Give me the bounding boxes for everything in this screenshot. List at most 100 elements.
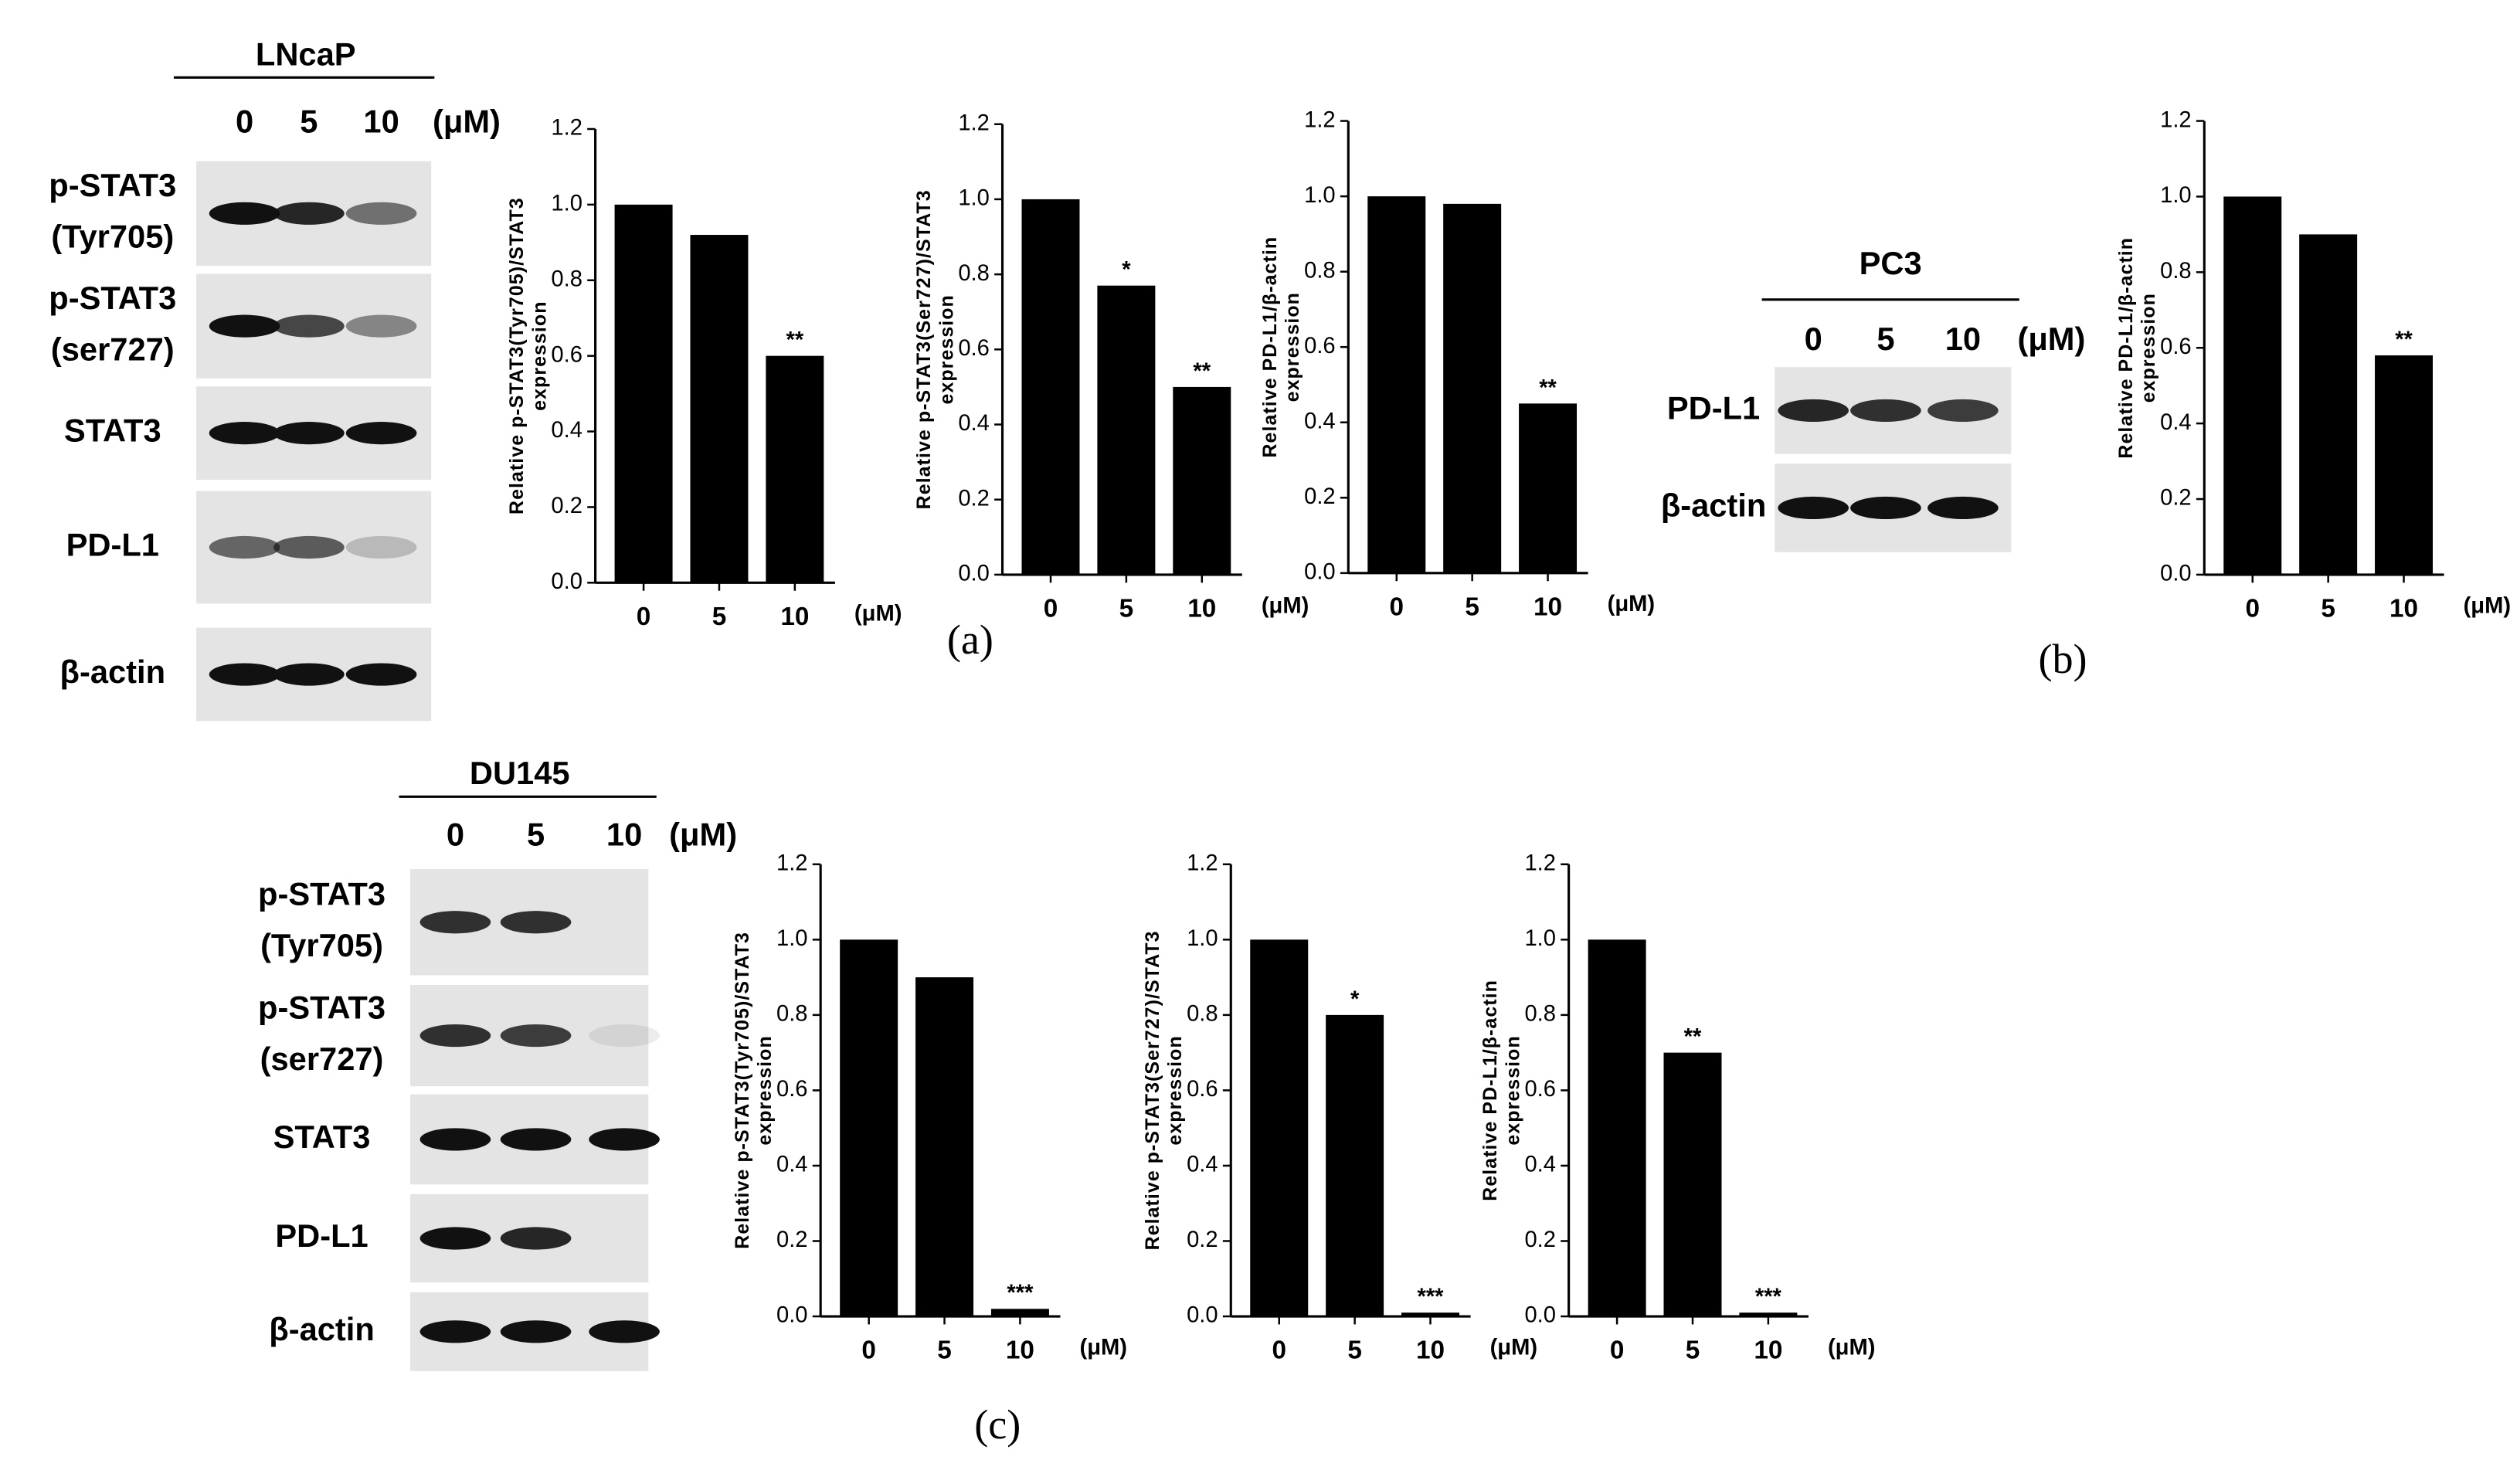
blot-band	[273, 663, 345, 686]
blot-band	[273, 314, 345, 338]
y-tick-label: 0.2	[1304, 484, 1336, 509]
blot-band	[500, 1128, 572, 1151]
y-tick-label: 1.0	[1304, 183, 1336, 208]
y-axis-label: Relative p-STAT3(Ser727)/STAT3	[1142, 930, 1163, 1250]
y-tick-label: 0.0	[551, 569, 582, 594]
significance-label: ***	[1007, 1281, 1034, 1306]
blot-band	[500, 1227, 572, 1250]
blot-band	[589, 1320, 660, 1343]
y-axis-label: Relative p-STAT3(Tyr705)/STAT3	[506, 197, 528, 514]
x-tick-label: 5	[937, 1336, 952, 1365]
lane-label: 5	[1877, 321, 1894, 357]
protein-label: p-STAT3	[49, 280, 176, 316]
blot-band	[589, 1024, 660, 1048]
y-axis-label: expression	[528, 301, 550, 410]
protein-label: PD-L1	[1667, 389, 1760, 426]
protein-label: STAT3	[64, 413, 161, 449]
y-tick-label: 0.2	[776, 1228, 808, 1252]
protein-label: p-STAT3	[258, 989, 386, 1025]
x-tick-label: 10	[2389, 595, 2418, 623]
blot-band	[209, 535, 280, 559]
significance-label: ***	[1417, 1285, 1444, 1309]
blot-band	[419, 1227, 491, 1250]
y-tick-label: 0.4	[1524, 1153, 1556, 1177]
y-axis-label: expression	[1282, 292, 1303, 402]
significance-label: *	[1122, 258, 1131, 283]
x-tick-label: 0	[1390, 593, 1404, 621]
blot-band	[1778, 399, 1849, 423]
y-axis-label: Relative p-STAT3(Ser727)/STAT3	[913, 189, 935, 509]
y-axis-label: expression	[936, 294, 957, 404]
y-tick-label: 0.0	[2160, 562, 2192, 586]
lane-label: 10	[606, 816, 642, 852]
protein-label: β-actin	[60, 654, 165, 690]
blot-band	[345, 663, 417, 686]
protein-label: (ser727)	[51, 331, 175, 367]
y-tick-label: 1.2	[1524, 851, 1556, 875]
bar	[2375, 355, 2434, 575]
bar	[2299, 234, 2358, 575]
x-tick-label: 0	[1610, 1336, 1625, 1365]
bar	[1326, 1014, 1384, 1317]
y-tick-label: 0.0	[1187, 1303, 1218, 1328]
blot-band	[1850, 399, 1921, 423]
protein-label: (Tyr705)	[260, 927, 383, 963]
x-tick-label: 10	[1534, 593, 1562, 621]
x-tick-label: 10	[1187, 595, 1216, 623]
y-tick-label: 0.4	[1304, 409, 1336, 433]
blot-band	[419, 911, 491, 934]
y-tick-label: 1.2	[1187, 851, 1218, 875]
y-tick-label: 0.6	[958, 336, 990, 361]
significance-label: **	[1539, 375, 1557, 400]
bar	[1443, 203, 1502, 573]
y-tick-label: 1.2	[958, 110, 990, 135]
y-tick-label: 0.6	[776, 1077, 808, 1102]
y-tick-label: 1.0	[2160, 183, 2192, 208]
significance-label: **	[1684, 1025, 1702, 1050]
x-tick-label: 5	[1119, 595, 1134, 623]
bar	[1173, 386, 1231, 575]
lane-label: 0	[1805, 321, 1822, 357]
blot-band	[1778, 496, 1849, 520]
significance-label: **	[2395, 328, 2413, 352]
lane-unit: (μM)	[669, 816, 737, 852]
protein-label: (ser727)	[260, 1041, 384, 1077]
y-axis-label: expression	[2138, 293, 2159, 402]
x-tick-label: 0	[637, 603, 651, 631]
y-tick-label: 0.4	[958, 411, 990, 436]
blot-band	[209, 314, 280, 338]
panel-label: (b)	[2038, 636, 2087, 682]
x-unit: (μM)	[1490, 1335, 1538, 1360]
bar	[1401, 1313, 1460, 1317]
protein-label: (Tyr705)	[51, 219, 174, 255]
y-tick-label: 0.4	[776, 1153, 808, 1177]
lane-label: 0	[447, 816, 464, 852]
x-tick-label: 10	[1754, 1336, 1782, 1365]
x-tick-label: 10	[1416, 1336, 1445, 1365]
y-tick-label: 0.2	[551, 494, 582, 518]
protein-label: STAT3	[273, 1119, 371, 1155]
y-tick-label: 0.0	[958, 562, 990, 586]
lane-label: 0	[236, 104, 253, 140]
blot-band	[345, 202, 417, 225]
x-unit: (μM)	[1262, 593, 1309, 618]
y-tick-label: 0.6	[1304, 334, 1336, 358]
y-tick-label: 1.2	[551, 116, 582, 141]
panel-label: (c)	[974, 1401, 1021, 1448]
cell-line-title: DU145	[470, 755, 570, 791]
blot-band	[419, 1128, 491, 1151]
y-tick-label: 1.2	[2160, 107, 2192, 132]
x-tick-label: 0	[861, 1336, 876, 1365]
y-tick-label: 0.8	[958, 261, 990, 286]
blot-band	[419, 1320, 491, 1343]
blot-band	[345, 422, 417, 445]
bar	[1519, 403, 1578, 573]
y-tick-label: 0.4	[2160, 410, 2192, 435]
blot-band	[273, 535, 345, 559]
cell-line-title: PC3	[1860, 245, 1922, 281]
blot-band	[273, 422, 345, 445]
y-tick-label: 0.6	[551, 342, 582, 367]
x-tick-label: 5	[1347, 1336, 1362, 1365]
lane-label: 10	[363, 104, 399, 140]
y-tick-label: 1.2	[1304, 107, 1336, 132]
